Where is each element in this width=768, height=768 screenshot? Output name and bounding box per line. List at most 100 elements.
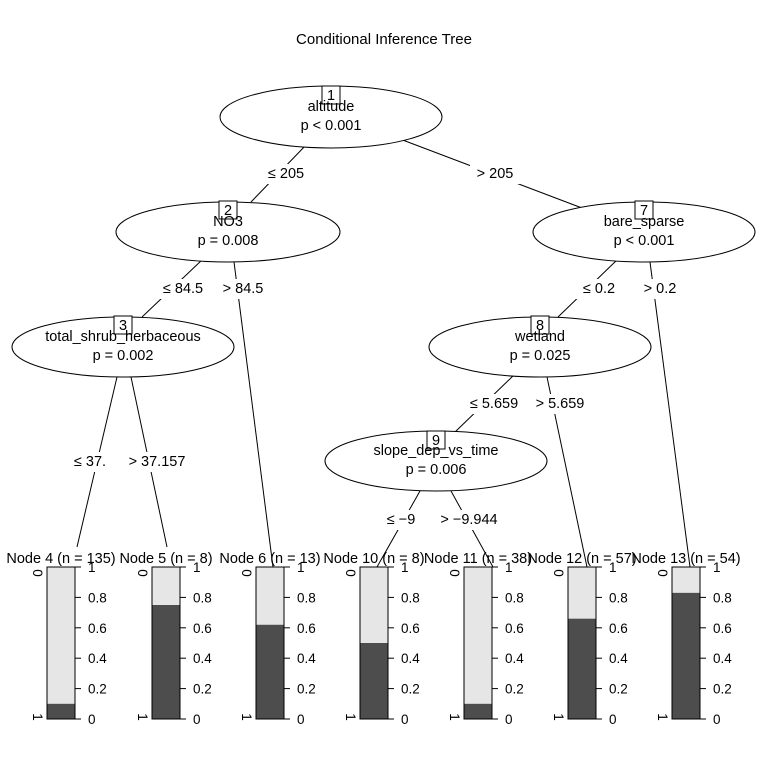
leaf-class-label-0: 0 <box>655 569 670 577</box>
edge-label: ≤ 0.2 <box>583 281 615 297</box>
leaf-axis-tick-label: 0.4 <box>193 651 212 666</box>
edge-label: > 37.157 <box>129 454 186 470</box>
leaf-bar-class-0 <box>256 567 284 625</box>
leaf-axis-tick-label: 1 <box>193 560 201 575</box>
leaf-axis-tick-label: 0.6 <box>609 621 628 636</box>
node-variable-label: total_shrub_herbaceous <box>45 329 201 345</box>
leaf-axis-tick-label: 0.2 <box>297 682 316 697</box>
leaf-bar-class-1 <box>672 592 700 719</box>
chart-title: Conditional Inference Tree <box>296 31 472 48</box>
edge-label-background <box>530 394 590 414</box>
leaf-axis-tick-label: 0.4 <box>297 651 316 666</box>
node-pvalue-label: p < 0.001 <box>301 118 362 134</box>
leaf-axis-tick-label: 1 <box>609 560 617 575</box>
edge-9-10: ≤ −9 <box>376 490 424 568</box>
edge-label-background <box>432 510 506 530</box>
leaf-axis-tick-label: 0.4 <box>401 651 420 666</box>
edge-2-3: ≤ 84.5 <box>141 258 210 318</box>
leaf-axis-tick-label: 0.6 <box>297 621 316 636</box>
leaf-bar-class-0 <box>152 567 180 605</box>
leaf-axis-tick-label: 0.8 <box>88 590 107 605</box>
leaf-axis-tick-label: 1 <box>713 560 721 575</box>
leaf-axis-tick-label: 0.2 <box>505 682 524 697</box>
edge-2-6: > 84.5 <box>216 261 274 568</box>
edge-label-background <box>638 279 682 299</box>
leaf-bar-class-0 <box>47 567 75 704</box>
edge-label-background <box>464 394 524 414</box>
leaf-class-label-1: 1 <box>655 713 670 721</box>
leaf-node-label: Node 12 (n = 57) <box>527 551 636 567</box>
edge-label: > 84.5 <box>223 281 264 297</box>
node-id-box <box>530 315 550 335</box>
node-variable-label: wetland <box>514 329 565 345</box>
node-id-label: 2 <box>224 203 232 219</box>
node-variable-label: slope_dep_vs_time <box>374 443 499 459</box>
leaf-axis-tick-label: 0.6 <box>505 621 524 636</box>
node-variable-label: NO3 <box>213 214 243 230</box>
leaf-class-label-1: 1 <box>30 713 45 721</box>
edge-label-background <box>216 279 270 299</box>
leaf-axis-tick-label: 0.4 <box>713 651 732 666</box>
leaf-class-label-1: 1 <box>343 713 358 721</box>
edge-line <box>233 261 274 568</box>
edge-label: ≤ 5.659 <box>470 396 518 412</box>
edge-label-background <box>68 452 110 472</box>
leaf-bar-class-1 <box>152 605 180 719</box>
leaf-class-label-1: 1 <box>551 713 566 721</box>
leaf-axis-tick-label: 0.4 <box>505 651 524 666</box>
edge-label-background <box>262 164 310 184</box>
leaf-class-label-0: 0 <box>551 569 566 577</box>
leaf-axis-tick-label: 0.6 <box>713 621 732 636</box>
edge-label: ≤ 37. <box>74 454 106 470</box>
leaf-bar-class-1 <box>256 624 284 719</box>
edges-layer: ≤ 205 > 205 ≤ 84.5 > 84.5 ≤ 37. > 37.157 ≤ 0.2… <box>68 138 691 568</box>
leaf-axis-tick-label: 0.2 <box>609 682 628 697</box>
leaf-axis-tick-label: 0 <box>401 712 409 727</box>
node-id-label: 1 <box>327 88 335 104</box>
edge-label: > 0.2 <box>644 281 677 297</box>
edge-label: ≤ 205 <box>268 166 304 182</box>
leaf-node-label: Node 6 (n = 13) <box>219 551 320 567</box>
leaf-class-label-1: 1 <box>447 713 462 721</box>
edge-8-9: ≤ 5.659 <box>454 373 524 433</box>
leaf-axis-tick-label: 0.6 <box>88 621 107 636</box>
leaf-class-label-0: 0 <box>239 569 254 577</box>
node-pvalue-label: p < 0.001 <box>614 233 675 249</box>
node-pvalue-label: p = 0.002 <box>93 348 154 364</box>
leaf-axis-tick-label: 0.8 <box>609 590 628 605</box>
leaf-node-label: Node 5 (n = 8) <box>119 551 212 567</box>
leaf-axis-tick-label: 0 <box>193 712 201 727</box>
leaf-node-label: Node 13 (n = 54) <box>631 551 740 567</box>
leaf-axis-tick-label: 0.6 <box>193 621 212 636</box>
edge-7-8: ≤ 0.2 <box>557 258 622 318</box>
node-id-box <box>321 85 341 105</box>
leaf-axis-tick-label: 0 <box>88 712 96 727</box>
edge-label: ≤ 84.5 <box>163 281 203 297</box>
leaf-axis-tick-label: 0.8 <box>193 590 212 605</box>
edge-label: ≤ −9 <box>387 512 416 528</box>
node-id-label: 9 <box>432 433 440 449</box>
leaf-class-label-0: 0 <box>447 569 462 577</box>
node-id-label: 3 <box>119 318 127 334</box>
node-id-box <box>634 200 654 220</box>
node-variable-label: bare_sparse <box>604 214 685 230</box>
leaf-bar-class-1 <box>360 643 388 719</box>
node-id-box <box>426 430 446 450</box>
leaf-class-label-0: 0 <box>135 569 150 577</box>
leaf-axis-tick-label: 0.2 <box>88 682 107 697</box>
edge-label-background <box>470 164 520 184</box>
edge-1-2: ≤ 205 <box>250 143 310 203</box>
leaf-axis-tick-label: 0.2 <box>193 682 212 697</box>
edge-label-background <box>156 279 210 299</box>
edge-label-background <box>120 452 194 472</box>
leaf-axis-tick-label: 0.8 <box>713 590 732 605</box>
leaf-class-label-1: 1 <box>239 713 254 721</box>
